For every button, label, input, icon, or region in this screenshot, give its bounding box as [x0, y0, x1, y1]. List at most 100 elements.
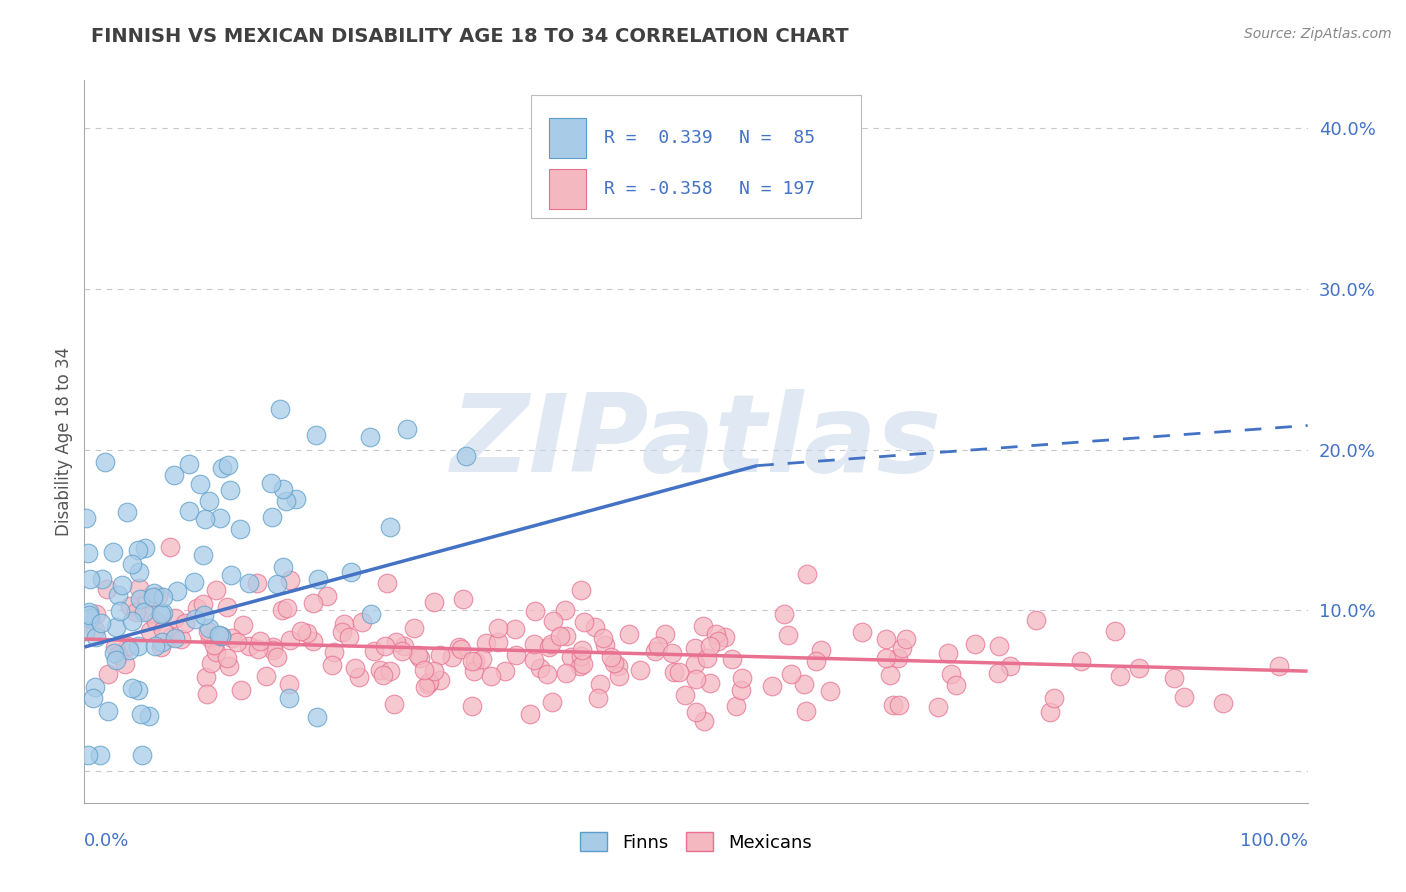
Point — [340, 565, 363, 579]
Point — [271, 483, 294, 497]
Point — [486, 621, 509, 635]
Text: ZIPatlas: ZIPatlas — [450, 389, 942, 494]
Point — [209, 629, 232, 643]
Point — [134, 541, 156, 556]
Point — [127, 543, 149, 558]
Point — [804, 654, 827, 668]
Point — [628, 664, 651, 678]
Point — [583, 620, 606, 634]
Point — [165, 611, 187, 625]
Point — [818, 684, 841, 698]
Point — [422, 665, 444, 679]
Point — [668, 665, 690, 679]
Point — [882, 698, 904, 713]
Point — [406, 648, 429, 662]
Point — [696, 650, 718, 665]
Point — [699, 639, 721, 653]
Point — [987, 665, 1010, 680]
Point — [382, 698, 405, 712]
Point — [560, 649, 582, 664]
Point — [375, 575, 398, 590]
Point — [360, 607, 382, 621]
Point — [177, 503, 200, 517]
Point — [104, 620, 127, 634]
Point — [152, 607, 174, 621]
Point — [121, 557, 143, 571]
Point — [211, 629, 233, 643]
Point — [887, 698, 910, 713]
Point — [159, 540, 181, 554]
Point — [135, 591, 157, 606]
FancyBboxPatch shape — [531, 95, 860, 218]
Point — [200, 656, 222, 670]
Point — [963, 637, 986, 651]
Point — [589, 677, 612, 691]
Point — [554, 665, 576, 680]
Point — [145, 615, 167, 629]
Point — [276, 494, 298, 508]
Point — [84, 681, 107, 695]
Point — [1109, 669, 1132, 683]
Point — [730, 682, 752, 697]
Point — [699, 675, 721, 690]
Point — [794, 704, 817, 718]
Point — [302, 634, 325, 648]
Point — [194, 670, 217, 684]
Point — [479, 669, 502, 683]
Point — [125, 605, 148, 619]
Text: N = 197: N = 197 — [738, 179, 815, 198]
Point — [211, 461, 233, 475]
Point — [121, 681, 143, 695]
Point — [297, 625, 319, 640]
Point — [77, 608, 100, 623]
Point — [193, 608, 215, 623]
Point — [127, 640, 149, 654]
Point — [200, 631, 222, 645]
Point — [129, 706, 152, 721]
Point — [725, 699, 748, 714]
Point — [89, 747, 111, 762]
Point — [569, 659, 592, 673]
Point — [305, 710, 328, 724]
Point — [231, 682, 253, 697]
Point — [730, 671, 752, 685]
Point — [456, 449, 478, 463]
Point — [664, 665, 686, 679]
Point — [505, 648, 527, 662]
Point — [97, 666, 120, 681]
Point — [572, 615, 595, 629]
Point — [115, 505, 138, 519]
Point — [238, 575, 260, 590]
Point — [205, 583, 228, 598]
Point — [79, 572, 101, 586]
Point — [120, 599, 142, 614]
Point — [276, 601, 298, 615]
Point — [195, 687, 218, 701]
Point — [75, 511, 97, 525]
Point — [391, 643, 413, 657]
Point — [247, 642, 270, 657]
Point — [370, 663, 392, 677]
Point — [1070, 654, 1092, 668]
Point — [194, 512, 217, 526]
Point — [395, 421, 418, 435]
Point — [523, 652, 546, 666]
Point — [555, 629, 578, 643]
Point — [77, 747, 100, 762]
Point — [114, 657, 136, 671]
Point — [374, 640, 396, 654]
Point — [463, 664, 485, 678]
Point — [77, 546, 100, 560]
Point — [271, 603, 294, 617]
Point — [217, 651, 239, 665]
Point — [142, 591, 165, 605]
Point — [90, 616, 112, 631]
Point — [260, 510, 283, 524]
Point — [1042, 690, 1064, 705]
Point — [661, 646, 683, 660]
Point — [166, 584, 188, 599]
Point — [188, 477, 211, 491]
Point — [1163, 671, 1185, 685]
Point — [323, 645, 346, 659]
Point — [538, 640, 561, 654]
